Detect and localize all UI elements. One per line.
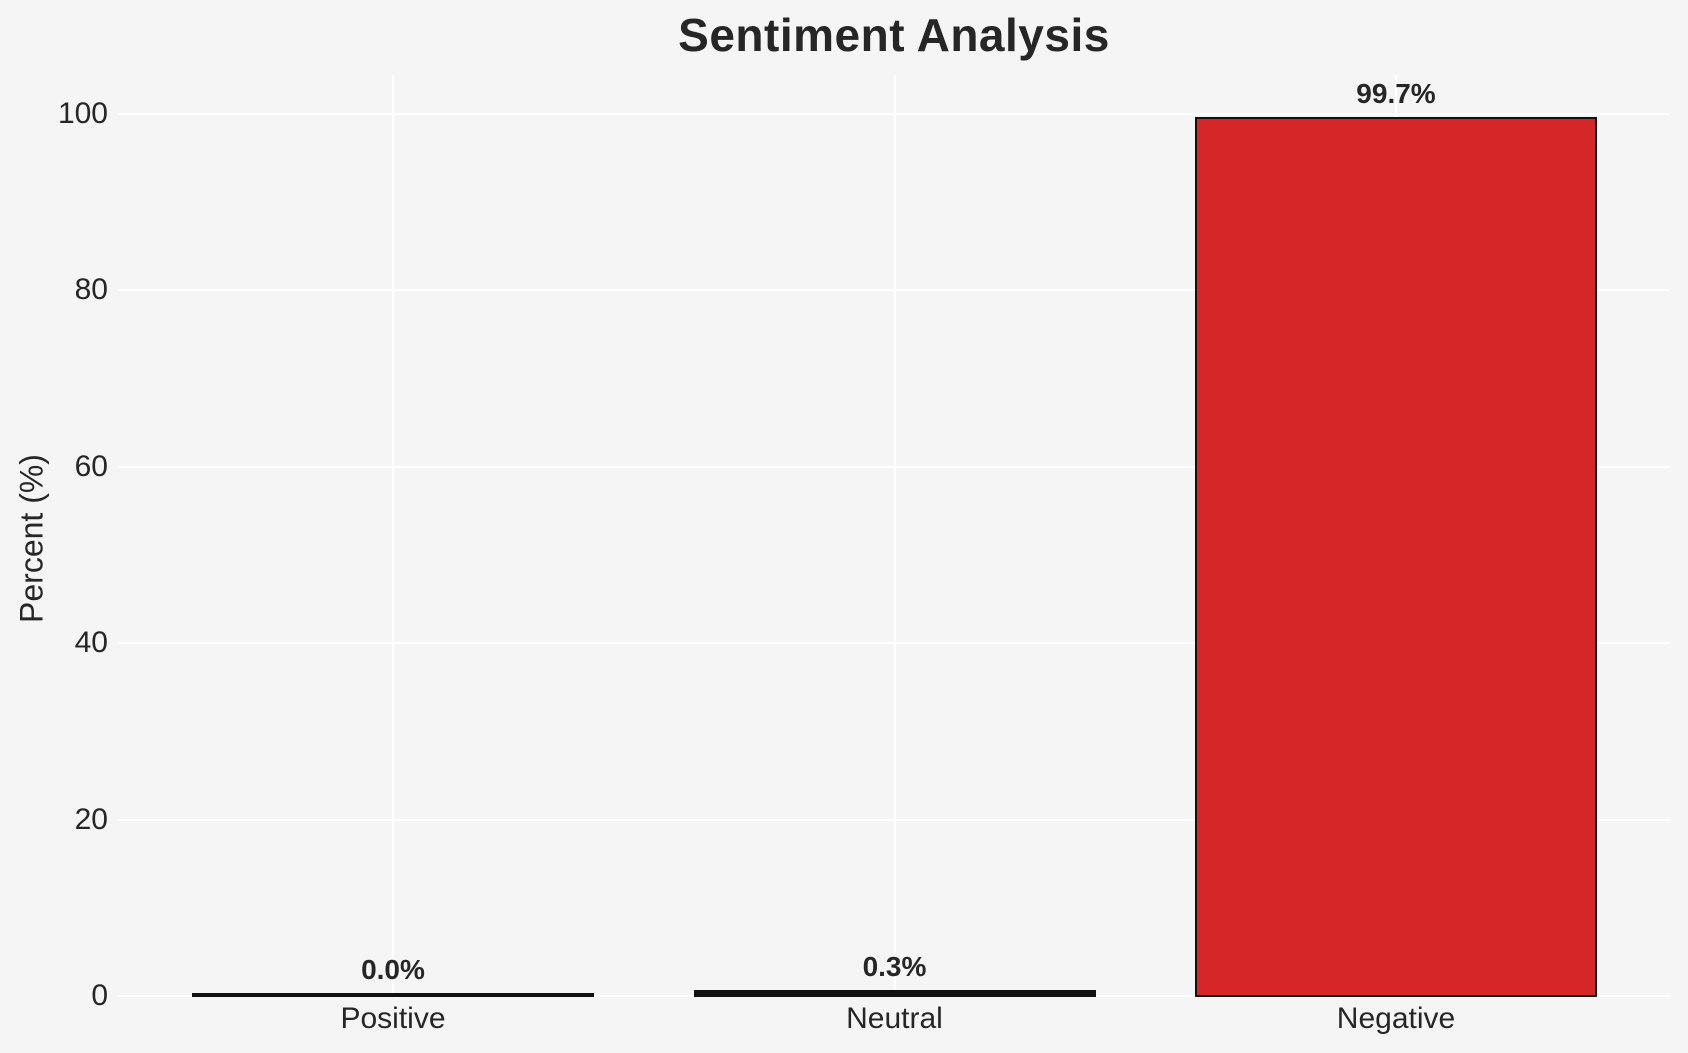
v-gridline bbox=[893, 75, 896, 996]
y-tick-label: 100 bbox=[57, 97, 108, 130]
value-label-neutral: 0.3% bbox=[862, 951, 927, 982]
value-label-positive: 0.0% bbox=[361, 954, 425, 985]
bar-negative bbox=[1195, 117, 1597, 997]
bar-neutral bbox=[693, 990, 1096, 997]
y-tick-label: 80 bbox=[74, 273, 108, 307]
x-tick-label-positive: Positive bbox=[340, 1002, 446, 1035]
y-tick-label: 0 bbox=[91, 979, 108, 1012]
bar-positive bbox=[192, 993, 594, 997]
y-tick-label: 40 bbox=[74, 626, 108, 660]
v-gridline bbox=[392, 75, 394, 996]
x-tick-label-negative: Negative bbox=[1336, 1002, 1456, 1035]
y-tick-label: 20 bbox=[74, 802, 108, 836]
y-tick-label: 60 bbox=[74, 449, 108, 483]
value-label-negative: 99.7% bbox=[1356, 78, 1436, 109]
x-tick-label-neutral: Neutral bbox=[846, 1002, 943, 1035]
chart-title: Sentiment Analysis bbox=[678, 9, 1110, 61]
